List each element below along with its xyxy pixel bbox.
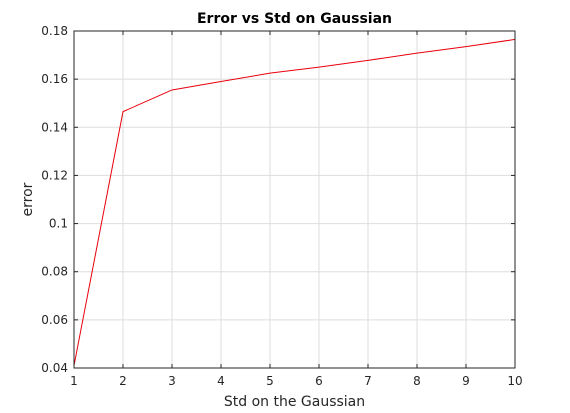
x-tick-label: 3 xyxy=(168,374,176,388)
grid xyxy=(74,31,515,368)
series-line xyxy=(73,38,516,366)
y-tick-label: 0.16 xyxy=(41,72,68,86)
x-tick-label: 5 xyxy=(266,374,274,388)
y-tick-label: 0.06 xyxy=(41,313,68,327)
x-tick-label: 8 xyxy=(413,374,421,388)
x-tick-label: 1 xyxy=(70,374,78,388)
plot-area xyxy=(74,31,515,368)
x-tick-label: 4 xyxy=(217,374,225,388)
y-tick-label: 0.04 xyxy=(41,361,68,375)
y-tick-label: 0.1 xyxy=(49,217,68,231)
y-tick-label: 0.12 xyxy=(41,168,68,182)
series-layer xyxy=(73,38,516,366)
chart-title: Error vs Std on Gaussian xyxy=(197,11,392,27)
ticks: 1 2 3 4 5 6 7 8 9 10 0.04 0.06 0.08 0.1 0.12 0.14 0.16 0.… xyxy=(41,24,522,388)
x-axis-label: Std on the Gaussian xyxy=(224,394,365,410)
y-tick-label: 0.14 xyxy=(41,120,68,134)
x-tick-label: 2 xyxy=(119,374,127,388)
y-axis-label: error xyxy=(20,182,36,216)
x-tick-label: 6 xyxy=(315,374,323,388)
x-tick-label: 9 xyxy=(462,374,470,388)
axes-box xyxy=(73,30,516,369)
y-tick-label: 0.08 xyxy=(41,265,68,279)
y-tick-label: 0.18 xyxy=(41,24,68,38)
x-tick-label: 10 xyxy=(507,374,522,388)
x-tick-label: 7 xyxy=(364,374,372,388)
